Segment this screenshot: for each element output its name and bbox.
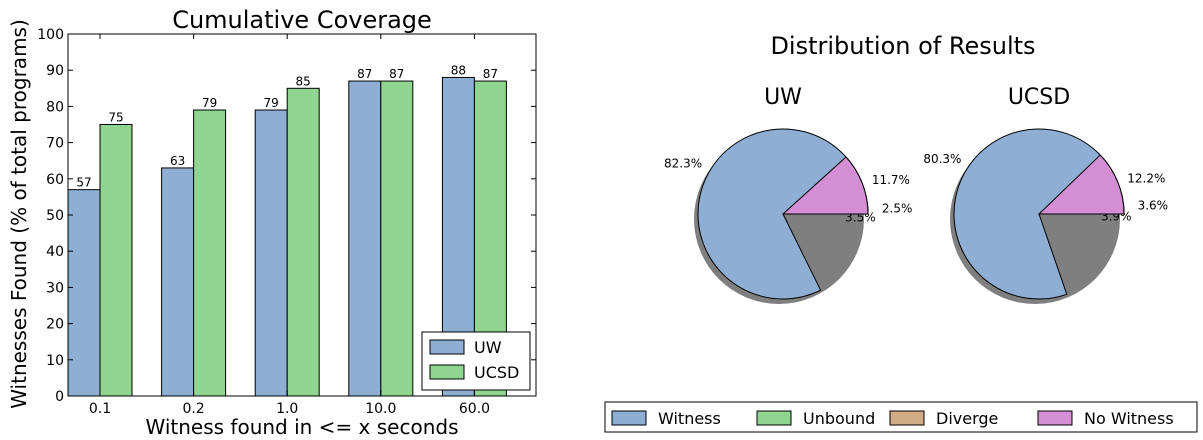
pie-title: UCSD	[1008, 85, 1070, 110]
pie-legend-label: Diverge	[936, 409, 998, 428]
bar-uw	[254, 109, 288, 397]
y-tick-label: 30	[46, 280, 64, 296]
x-tick-label: 1.0	[276, 401, 298, 417]
pie-legend-label: Unbound	[803, 409, 875, 428]
pie-pct-label: 3.6%	[1138, 198, 1169, 212]
bar-ucsd	[380, 80, 414, 397]
bar-value-label: 79	[264, 96, 279, 110]
pie-legend-swatch	[889, 410, 925, 426]
bar-value-label: 63	[170, 154, 185, 168]
legend-swatch	[429, 339, 465, 355]
pie-charts: UW82.3%3.5%2.5%11.7%UCSD80.3%3.9%3.6%12.…	[664, 85, 1168, 304]
bar-chart-ylabel: Witnesses Found (% of total programs)	[7, 19, 31, 409]
y-tick-label: 0	[55, 389, 64, 405]
x-tick-label: 60.0	[459, 401, 490, 417]
pie-pct-label: 2.5%	[882, 202, 913, 216]
pie-legend-label: Witness	[658, 409, 721, 428]
pie-slice	[781, 156, 869, 215]
bar-chart-xlabel: Witness found in <= x seconds	[146, 415, 459, 439]
y-tick-label: 40	[46, 244, 64, 260]
pie-chart-title: Distribution of Results	[770, 32, 1035, 60]
bar-ucsd	[193, 109, 227, 397]
bar-uw	[348, 80, 382, 397]
pie-legend-label: No Witness	[1084, 409, 1174, 428]
bar-value-label: 75	[108, 111, 123, 125]
pie-pct-label: 11.7%	[872, 173, 910, 187]
x-tick-label: 0.2	[182, 401, 204, 417]
y-tick-label: 70	[46, 136, 64, 152]
bar-ucsd	[99, 124, 133, 397]
pie-slice	[1037, 154, 1125, 215]
bar-uw	[161, 167, 195, 397]
x-tick-label: 0.1	[89, 401, 111, 417]
y-tick-label: 100	[37, 27, 64, 43]
bar-value-label: 87	[357, 67, 372, 81]
bar-value-label: 87	[483, 67, 498, 81]
pie-title: UW	[764, 85, 802, 110]
bar-chart-title: Cumulative Coverage	[172, 6, 432, 34]
bar-value-label: 88	[451, 63, 466, 77]
pie-pct-label: 12.2%	[1127, 171, 1165, 185]
legend-label: UW	[474, 338, 502, 357]
pie-legend: Witness Unbound Diverge No Witness	[604, 401, 1198, 433]
pie-pct-label: 80.3%	[923, 152, 961, 166]
bar-value-label: 87	[389, 67, 404, 81]
bar-ucsd	[286, 87, 320, 397]
y-tick-label: 20	[46, 317, 64, 333]
y-tick-label: 60	[46, 172, 64, 188]
bar-value-label: 85	[296, 74, 311, 88]
pie-legend-swatch	[611, 410, 647, 426]
x-tick-label: 10.0	[365, 401, 396, 417]
y-tick-label: 90	[46, 63, 64, 79]
legend-swatch	[429, 364, 465, 380]
bar-uw	[67, 189, 101, 397]
bar-chart: 57 63 79 87 88 75 79 85 87 87 0 10 20 30 40 50 60 70 80 90 1…	[37, 27, 537, 417]
pie-legend-swatch	[1037, 410, 1073, 426]
legend-label: UCSD	[474, 363, 519, 382]
y-tick-label: 50	[46, 208, 64, 224]
y-tick-label: 10	[46, 353, 64, 369]
bar-value-label: 57	[76, 176, 91, 190]
pie-pct-label: 82.3%	[664, 157, 702, 171]
bar-value-label: 79	[202, 96, 217, 110]
pie-legend-swatch	[756, 410, 792, 426]
y-tick-label: 80	[46, 99, 64, 115]
